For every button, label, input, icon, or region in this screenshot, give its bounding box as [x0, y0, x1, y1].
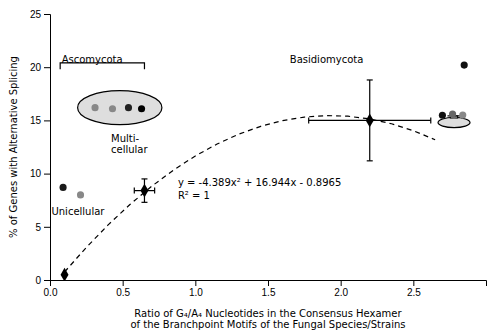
- tick-label: 5: [35, 222, 41, 233]
- annotation: Multi-cellular: [111, 133, 148, 155]
- tick-mark: [341, 280, 342, 286]
- y-axis-line: [44, 15, 51, 281]
- tick-mark: [44, 280, 50, 281]
- tick: 2.0: [334, 280, 348, 298]
- point: [461, 62, 468, 69]
- tick: 5: [35, 222, 50, 233]
- chart: 0.0 0.5 1.0 1.5 2.0 2.5 0 5 10 15 20 25 Ratio of G₄/…: [0, 0, 500, 334]
- point: [140, 184, 148, 198]
- annotations: y = -4.389x² + 16.944x - 0.8965R² = 1 Uni…: [51, 53, 363, 216]
- annotation: y = -4.389x² + 16.944x - 0.8965: [178, 177, 341, 188]
- tick-mark: [44, 67, 50, 68]
- x-axis: 0.0 0.5 1.0 1.5 2.0 2.5: [44, 280, 487, 298]
- point-series: [91, 104, 145, 112]
- tick-label: 25: [30, 9, 42, 20]
- point-series: [61, 80, 431, 280]
- tick-label: 1.5: [262, 287, 276, 298]
- error-cap: [141, 202, 147, 203]
- ellipse: [78, 91, 162, 125]
- tick: 0: [35, 275, 50, 286]
- point: [459, 112, 466, 119]
- tick-label: 2.0: [334, 287, 348, 298]
- tick: 0.0: [44, 280, 58, 298]
- tick-label: 10: [30, 168, 42, 179]
- tick: 15: [30, 115, 50, 126]
- annotation: R² = 1: [178, 189, 210, 200]
- error-cap: [308, 117, 309, 123]
- error-cap: [134, 188, 135, 194]
- tick: 25: [30, 9, 50, 20]
- tick-label: 0.0: [44, 287, 58, 298]
- point: [138, 105, 145, 112]
- point-series: [60, 62, 468, 199]
- tick-label: 0: [35, 275, 41, 286]
- point: [439, 112, 446, 119]
- tick-label: 1.0: [189, 287, 203, 298]
- tick-mark: [123, 280, 124, 286]
- tick-mark: [195, 280, 196, 286]
- tick: 0.5: [116, 280, 130, 298]
- point: [77, 191, 84, 198]
- tick-label: 15: [30, 115, 42, 126]
- tick-mark: [413, 280, 414, 286]
- point: [449, 110, 456, 117]
- error-cap: [141, 178, 147, 179]
- point: [61, 268, 69, 280]
- y-error-bar: [141, 179, 147, 202]
- point: [60, 184, 67, 191]
- point: [366, 113, 374, 127]
- y-error-bar: [367, 80, 373, 161]
- tick-mark: [44, 174, 50, 175]
- x-axis-title: Ratio of G₄/A₄ Nucleotides in the Consen…: [130, 307, 405, 329]
- point: [109, 105, 116, 112]
- point: [125, 104, 132, 111]
- tick-label: 20: [30, 62, 42, 73]
- tick-mark: [44, 14, 50, 15]
- ellipse: [438, 117, 470, 127]
- y-axis: 0 5 10 15 20 25: [30, 9, 51, 286]
- tick-mark: [44, 227, 50, 228]
- point-series: [439, 110, 466, 118]
- point: [91, 104, 98, 111]
- tick: 1.0: [189, 280, 203, 298]
- tick: 20: [30, 62, 50, 73]
- error-cap: [367, 79, 373, 80]
- annotation: Unicellular: [51, 205, 105, 216]
- error-cap: [430, 117, 431, 123]
- annotation: Ascomycota: [62, 53, 123, 64]
- error-cap: [154, 188, 155, 194]
- plot-area: [60, 62, 471, 280]
- trend-line: [65, 116, 436, 272]
- tick-label: 0.5: [116, 287, 130, 298]
- y-axis-title: % of Genes with Alternative Splicing: [8, 56, 19, 238]
- tick: 2.5: [407, 280, 421, 298]
- tick-mark: [44, 120, 50, 121]
- error-cap: [367, 160, 373, 161]
- tick: 10: [30, 168, 50, 179]
- tick-mark: [268, 280, 269, 286]
- annotation: Basidiomycota: [290, 53, 364, 64]
- tick: 1.5: [262, 280, 276, 298]
- tick-label: 2.5: [407, 287, 421, 298]
- x-axis-line: [51, 281, 487, 287]
